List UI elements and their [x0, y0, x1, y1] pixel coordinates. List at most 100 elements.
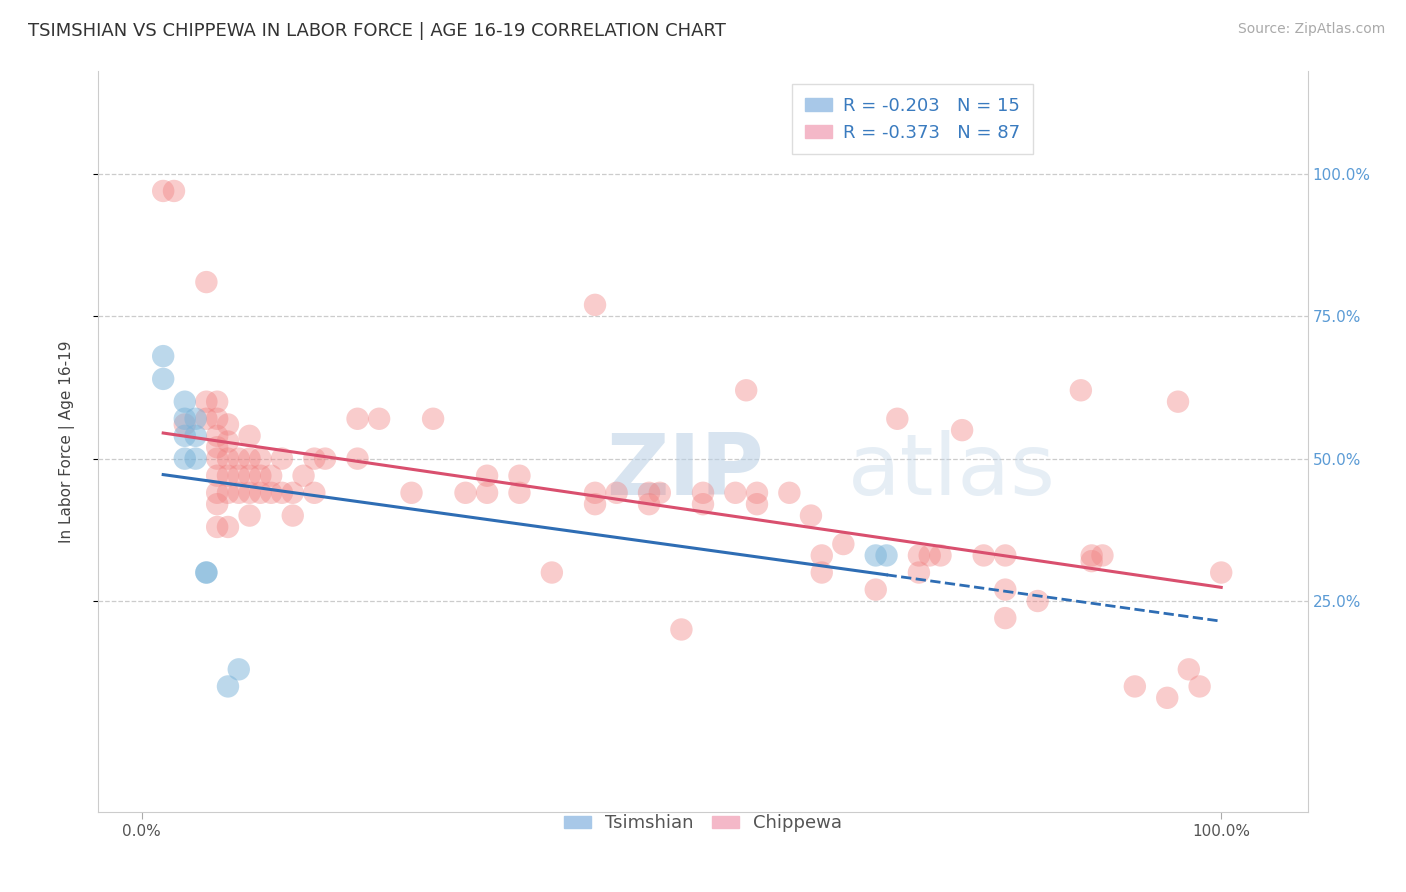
Point [314, 451, 336, 466]
Point [475, 468, 498, 483]
Point [1156, 690, 1178, 705]
Point [1188, 680, 1211, 694]
Point [163, 184, 186, 198]
Point [195, 394, 218, 409]
Point [508, 468, 530, 483]
Point [1091, 549, 1114, 563]
Point [929, 549, 952, 563]
Point [152, 349, 174, 363]
Point [865, 549, 887, 563]
Legend: Tsimshian, Chippewa: Tsimshian, Chippewa [557, 807, 849, 839]
Point [508, 485, 530, 500]
Point [173, 417, 195, 432]
Point [1026, 594, 1049, 608]
Point [346, 451, 368, 466]
Point [1123, 680, 1146, 694]
Point [583, 497, 606, 511]
Text: atlas: atlas [848, 430, 1056, 513]
Point [205, 485, 228, 500]
Point [249, 485, 271, 500]
Point [260, 468, 283, 483]
Point [583, 298, 606, 312]
Point [724, 485, 747, 500]
Point [228, 468, 250, 483]
Point [173, 394, 195, 409]
Point [239, 451, 262, 466]
Point [832, 537, 855, 551]
Point [994, 549, 1017, 563]
Point [304, 451, 326, 466]
Point [886, 411, 908, 425]
Point [950, 423, 973, 437]
Point [217, 520, 239, 534]
Point [152, 372, 174, 386]
Y-axis label: In Labor Force | Age 16-19: In Labor Force | Age 16-19 [59, 340, 75, 543]
Point [1211, 566, 1233, 580]
Point [184, 411, 207, 425]
Point [228, 485, 250, 500]
Point [217, 485, 239, 500]
Point [638, 485, 661, 500]
Point [475, 485, 498, 500]
Point [239, 468, 262, 483]
Point [671, 623, 693, 637]
Point [422, 411, 444, 425]
Point [205, 520, 228, 534]
Point [195, 411, 218, 425]
Point [918, 549, 941, 563]
Point [800, 508, 823, 523]
Point [271, 451, 294, 466]
Point [249, 468, 271, 483]
Point [876, 549, 898, 563]
Point [217, 451, 239, 466]
Point [368, 411, 391, 425]
Point [205, 468, 228, 483]
Point [1167, 394, 1189, 409]
Point [195, 275, 218, 289]
Point [1178, 662, 1201, 676]
Point [1080, 554, 1102, 568]
Point [281, 485, 304, 500]
Point [583, 485, 606, 500]
Point [810, 566, 832, 580]
Point [1070, 384, 1092, 398]
Point [778, 485, 800, 500]
Point [735, 384, 758, 398]
Point [638, 497, 661, 511]
Text: ZIP: ZIP [606, 430, 763, 513]
Text: Source: ZipAtlas.com: Source: ZipAtlas.com [1237, 22, 1385, 37]
Point [217, 417, 239, 432]
Point [205, 497, 228, 511]
Point [205, 429, 228, 443]
Point [745, 485, 768, 500]
Point [692, 497, 714, 511]
Point [865, 582, 887, 597]
Point [239, 429, 262, 443]
Point [994, 611, 1017, 625]
Point [973, 549, 995, 563]
Point [260, 485, 283, 500]
Point [810, 549, 832, 563]
Point [540, 566, 562, 580]
Point [239, 508, 262, 523]
Point [745, 497, 768, 511]
Point [195, 566, 218, 580]
Point [217, 468, 239, 483]
Point [908, 566, 931, 580]
Point [292, 468, 315, 483]
Point [304, 485, 326, 500]
Point [401, 485, 423, 500]
Point [184, 429, 207, 443]
Point [606, 485, 628, 500]
Point [1080, 549, 1102, 563]
Point [648, 485, 671, 500]
Point [692, 485, 714, 500]
Text: TSIMSHIAN VS CHIPPEWA IN LABOR FORCE | AGE 16-19 CORRELATION CHART: TSIMSHIAN VS CHIPPEWA IN LABOR FORCE | A… [28, 22, 725, 40]
Point [994, 582, 1017, 597]
Point [908, 549, 931, 563]
Point [205, 394, 228, 409]
Point [271, 485, 294, 500]
Point [454, 485, 477, 500]
Point [152, 184, 174, 198]
Point [281, 508, 304, 523]
